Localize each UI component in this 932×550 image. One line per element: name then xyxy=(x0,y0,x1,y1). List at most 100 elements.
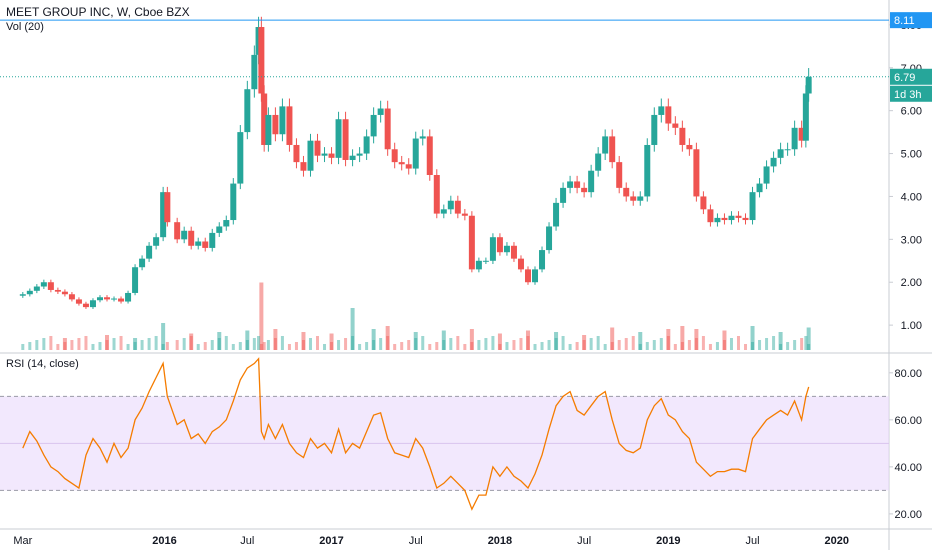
candle-body xyxy=(251,54,258,90)
volume-bar xyxy=(133,342,137,350)
volume-bar xyxy=(224,336,228,350)
volume-bar xyxy=(175,340,179,350)
candle-body xyxy=(735,215,742,218)
candle-body xyxy=(321,153,328,156)
candle-body xyxy=(763,166,770,184)
volume-bar xyxy=(257,336,261,350)
candle-body xyxy=(630,196,637,201)
volume-bar xyxy=(715,342,719,350)
volume-bar xyxy=(470,342,474,350)
candle-body xyxy=(637,196,644,201)
volume-bar xyxy=(273,329,278,350)
candle-body xyxy=(805,76,812,94)
candle-body xyxy=(802,93,809,141)
candle-body xyxy=(651,114,658,145)
candle-body xyxy=(721,217,728,221)
volume-bar xyxy=(182,338,186,350)
volume-bar xyxy=(308,338,312,350)
candle-body xyxy=(160,192,167,238)
volume-bar xyxy=(736,336,740,350)
volume-bar xyxy=(280,336,284,350)
volume-bar xyxy=(407,340,411,350)
volume-bar xyxy=(456,336,460,350)
candle-body xyxy=(349,155,356,160)
candle-body xyxy=(261,93,268,145)
candle-body xyxy=(19,294,26,296)
candle-body xyxy=(616,162,623,188)
price-label-box xyxy=(890,12,932,29)
rsi-axis-label: 40.00 xyxy=(894,462,922,474)
time-axis-label: Mar xyxy=(13,535,32,547)
candle-body xyxy=(272,114,279,135)
volume-bar xyxy=(386,336,390,350)
volume-bar xyxy=(659,338,663,350)
time-axis-label: 2019 xyxy=(656,535,680,547)
candle-body xyxy=(517,258,524,270)
volume-bar xyxy=(729,338,733,350)
candle-body xyxy=(602,136,609,154)
price-label-text: 8.11 xyxy=(894,15,915,27)
volume-bar xyxy=(393,344,397,350)
candle-body xyxy=(623,187,630,197)
volume-bar xyxy=(365,342,369,350)
candle-body xyxy=(104,297,111,300)
volume-bar xyxy=(112,338,116,350)
candle-body xyxy=(532,269,539,283)
volume-bar xyxy=(119,336,123,350)
candle-body xyxy=(89,300,96,308)
volume-bar xyxy=(358,344,362,350)
candle-body xyxy=(447,200,454,210)
candle-body xyxy=(26,290,33,295)
volume-bar xyxy=(238,342,242,350)
candle-body xyxy=(40,282,47,287)
volume-bar xyxy=(596,336,600,350)
volume-bar xyxy=(245,330,250,350)
volume-bar xyxy=(512,340,516,350)
candle-body xyxy=(335,119,342,158)
volume-bar xyxy=(804,336,808,350)
volume-bar xyxy=(42,338,46,350)
rsi-indicator-label: RSI (14, close) xyxy=(6,358,79,370)
candle-body xyxy=(377,108,384,115)
rsi-line xyxy=(22,357,810,511)
volume-bar xyxy=(105,340,109,350)
volume-bar xyxy=(610,327,615,350)
time-axis-label: Jul xyxy=(577,535,591,547)
volume-bar xyxy=(800,338,804,350)
volume-bar xyxy=(337,340,341,350)
volume-bar xyxy=(652,340,656,350)
price-axis: 1.002.003.004.005.006.007.008.00 xyxy=(889,20,922,332)
candle-body xyxy=(658,106,665,115)
volume-bar xyxy=(779,344,783,350)
countdown-box xyxy=(890,85,932,102)
volume-bar xyxy=(701,336,705,350)
price-label-box xyxy=(890,68,932,85)
volume-bar xyxy=(469,329,474,350)
rsi-axis-label: 20.00 xyxy=(894,509,922,521)
time-axis-label: 2020 xyxy=(824,535,848,547)
price-axis-label: 6.00 xyxy=(901,106,922,118)
volume-bar xyxy=(154,336,158,350)
time-axis-label: Jul xyxy=(409,535,423,547)
volume-bar xyxy=(413,332,418,350)
volume-bar xyxy=(294,342,298,350)
candle-body xyxy=(461,213,468,216)
candle-body xyxy=(546,226,553,251)
volume-bar xyxy=(750,326,755,350)
volume-bar xyxy=(196,344,200,350)
candle-body xyxy=(539,250,546,270)
candle-body xyxy=(672,123,679,128)
candle-body xyxy=(784,149,791,151)
price-axis-label: 1.00 xyxy=(901,320,922,332)
candle-body xyxy=(798,127,805,141)
time-axis-label: 2016 xyxy=(152,535,176,547)
volume-bar xyxy=(379,338,383,350)
candle-body xyxy=(728,215,735,221)
volume-bar xyxy=(259,344,263,350)
candle-body xyxy=(328,153,335,158)
volume-bar xyxy=(505,342,509,350)
volume-bar xyxy=(666,329,671,350)
candle-body xyxy=(202,241,209,248)
volume-bar xyxy=(589,338,593,350)
candle-body xyxy=(188,230,195,246)
